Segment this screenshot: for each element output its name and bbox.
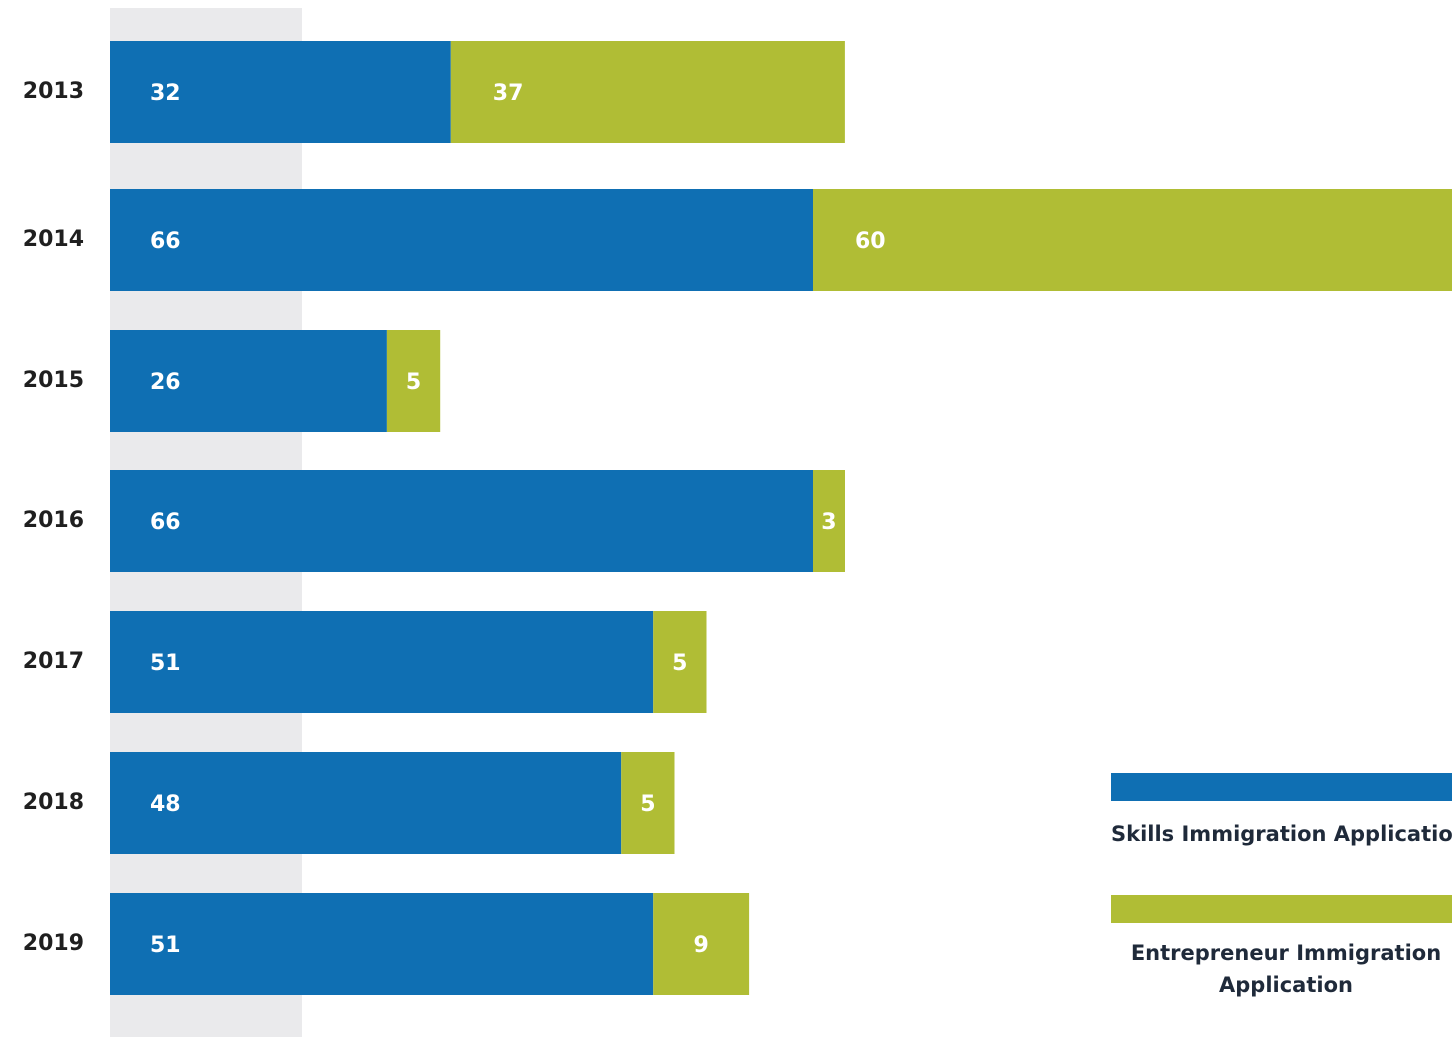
category-label-2015: 2015 <box>22 368 84 393</box>
legend-label-skills: Skills Immigration Application <box>1111 822 1452 846</box>
data-label-skills-2018: 48 <box>150 792 181 817</box>
data-label-entrepreneur-2016: 3 <box>821 510 836 535</box>
category-label-2014: 2014 <box>22 227 84 252</box>
bar-skills-2019 <box>110 893 654 995</box>
bar-entrepreneur-2014 <box>813 189 1452 291</box>
data-label-skills-2017: 51 <box>150 651 181 676</box>
data-label-entrepreneur-2013: 37 <box>493 81 524 106</box>
data-label-skills-2015: 26 <box>150 370 181 395</box>
bar-skills-2015 <box>110 330 387 432</box>
legend-swatch-skills <box>1111 773 1452 801</box>
category-label-2017: 2017 <box>22 649 84 674</box>
bar-skills-2016 <box>110 470 813 572</box>
bar-skills-2017 <box>110 611 654 713</box>
legend-label-entrepreneur: Entrepreneur Immigration Application <box>1130 941 1442 997</box>
data-label-entrepreneur-2015: 5 <box>406 370 421 395</box>
data-label-skills-2016: 66 <box>150 510 181 535</box>
data-label-skills-2013: 32 <box>150 81 181 106</box>
data-label-entrepreneur-2014: 60 <box>855 229 886 254</box>
bar-entrepreneur-2019 <box>653 893 750 995</box>
legend-swatch-entrepreneur <box>1111 895 1452 923</box>
bar-entrepreneur-2017 <box>653 611 707 713</box>
category-label-2013: 2013 <box>22 79 84 104</box>
bar-entrepreneur-2016 <box>813 470 845 572</box>
category-label-2019: 2019 <box>22 931 84 956</box>
bar-entrepreneur-2015 <box>386 330 441 432</box>
bar-entrepreneur-2018 <box>621 752 675 854</box>
bar-skills-2014 <box>110 189 813 291</box>
bar-skills-2013 <box>110 41 451 143</box>
data-label-entrepreneur-2017: 5 <box>672 651 687 676</box>
bar-skills-2018 <box>110 752 622 854</box>
bar-entrepreneur-2013 <box>450 41 845 143</box>
data-label-skills-2014: 66 <box>150 229 181 254</box>
data-label-skills-2019: 51 <box>150 933 181 958</box>
data-label-entrepreneur-2018: 5 <box>640 792 655 817</box>
data-label-entrepreneur-2019: 9 <box>693 933 708 958</box>
category-label-2018: 2018 <box>22 790 84 815</box>
category-label-2016: 2016 <box>22 508 84 533</box>
